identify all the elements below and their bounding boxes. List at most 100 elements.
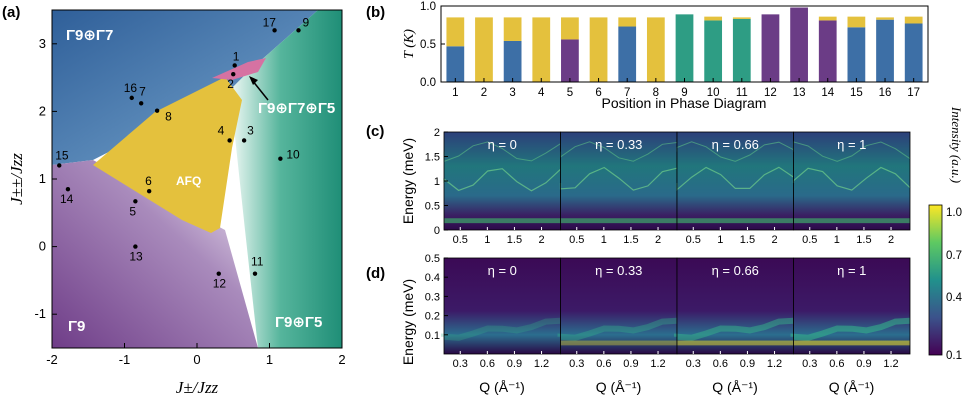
c-dispersion2-3 xyxy=(793,141,911,162)
region-arrow xyxy=(251,79,269,101)
bar-14-1 xyxy=(818,20,837,82)
b-xtick-label-9: 9 xyxy=(681,87,687,99)
b-xtick-label-12: 12 xyxy=(764,87,777,99)
heatmap-xtick-d-2-3: 1.2 xyxy=(767,358,782,370)
panel-a-xlabel: J±/Jzz xyxy=(176,378,219,397)
bar-12-1 xyxy=(761,14,780,82)
b-xtick-label-13: 13 xyxy=(793,87,806,99)
bar-1-3 xyxy=(446,17,465,47)
region-g9g7g5-fill xyxy=(230,10,342,348)
panel-b-ylabel: T (K) xyxy=(402,29,417,59)
heatmap-xtick-d-3-2: 0.9 xyxy=(856,358,871,370)
heatmap-xtick-c-2-2: 1.5 xyxy=(740,234,755,246)
phase-point-17 xyxy=(272,28,277,33)
heatmap-xtick-d-1-1: 0.6 xyxy=(596,358,611,370)
bar-9-2 xyxy=(675,14,694,82)
phase-point-label-8: 8 xyxy=(165,110,172,124)
heatmap-d-2 xyxy=(677,258,794,354)
colorbar-tick-2: 0.4 xyxy=(946,292,963,304)
heatmap-ytick-c-0: 0 xyxy=(434,225,440,237)
phase-point-label-4: 4 xyxy=(218,123,225,137)
d-band-1 xyxy=(560,340,677,346)
bar-15-3 xyxy=(847,16,866,28)
heatmap-xtick-d-1-2: 0.9 xyxy=(623,358,638,370)
phase-point-label-11: 11 xyxy=(251,255,264,269)
c-dispersion-1 xyxy=(559,166,678,191)
phase-point-label-13: 13 xyxy=(129,250,143,264)
bar-11-3 xyxy=(732,17,751,19)
b-xtick-label-16: 16 xyxy=(879,87,892,99)
heatmap-title-c-0: η = 0 xyxy=(488,137,517,152)
phase-point-3 xyxy=(241,138,247,143)
bar-8-3 xyxy=(646,17,665,82)
panel-d-heatmaps: (d) η = 0 η = 0.33 η = 0.66 η = 1 0.3 0.6 0.9… xyxy=(366,253,911,395)
a-xtick-label-2: 0 xyxy=(193,352,200,367)
bar-17-3 xyxy=(904,16,923,24)
b-xtick-label-8: 8 xyxy=(653,87,659,99)
heatmap-title-c-2: η = 0.66 xyxy=(712,137,759,152)
heatmap-xtick-c-0-0: 0.5 xyxy=(453,234,468,246)
a-xtick-label-1: -1 xyxy=(119,352,131,367)
phase-point-6 xyxy=(146,188,152,194)
region-label-g9g7: Γ9⊕Γ7 xyxy=(66,27,113,44)
phase-point-label-17: 17 xyxy=(263,15,277,29)
bar-14-3 xyxy=(818,16,837,21)
bar-7-3 xyxy=(618,17,637,27)
b-xtick-label-2: 2 xyxy=(481,87,487,99)
phase-point-label-5: 5 xyxy=(129,204,136,218)
region-g9g7-fill xyxy=(52,10,318,165)
b-xtick-label-14: 14 xyxy=(821,87,834,99)
heatmap-ytick-c-3: 1.5 xyxy=(425,152,440,164)
panel-b-bars xyxy=(446,7,923,83)
bar-5-3 xyxy=(561,17,579,40)
phase-point-4 xyxy=(227,138,232,143)
colorbar-gradient xyxy=(928,204,943,356)
heatmap-xtick-d-0-1: 0.6 xyxy=(480,358,495,370)
b-xtick-label-5: 5 xyxy=(567,87,573,99)
phase-point-label-7: 7 xyxy=(139,84,146,98)
b-xtick-label-11: 11 xyxy=(736,87,748,99)
bar-4-3 xyxy=(532,17,551,82)
region-label-g9: Γ9 xyxy=(68,318,85,335)
heatmap-title-d-3: η = 1 xyxy=(837,263,866,278)
region-label-afq: AFQ xyxy=(176,174,201,188)
heatmap-xtick-d-3-0: 0.3 xyxy=(802,358,817,370)
phase-point-5 xyxy=(133,199,138,204)
a-ytick-label-3: 2 xyxy=(39,103,46,118)
c-band-0 xyxy=(444,218,561,224)
d-dispersion-1 xyxy=(557,317,678,341)
panel-label-c: (c) xyxy=(366,123,384,140)
b-xtick-label-10: 10 xyxy=(707,87,720,99)
heatmap-ytick-d-3: 0.4 xyxy=(425,272,440,284)
b-ytick-label-2: 1.0 xyxy=(420,1,436,13)
heatmap-xtick-c-0-1: 1 xyxy=(484,234,490,246)
bar-7-0 xyxy=(618,26,637,82)
heatmap-xtick-d-1-3: 1.2 xyxy=(650,358,665,370)
heatmap-ytick-d-0: 0.1 xyxy=(425,330,440,342)
phase-point-8 xyxy=(154,108,160,113)
bar-16-3 xyxy=(876,17,894,20)
d-band-2 xyxy=(677,340,794,346)
phase-point-label-12: 12 xyxy=(213,277,227,291)
c-band-3 xyxy=(793,218,910,224)
region-label-g9g7g5: Γ9⊕Γ7⊕Γ5 xyxy=(258,100,335,117)
a-xtick-label-4: 2 xyxy=(338,352,345,367)
d-dispersion-3 xyxy=(790,317,911,341)
c-dispersion-0 xyxy=(443,168,561,192)
heatmap-frame-d-3 xyxy=(793,257,911,355)
heatmap-ytick-c-1: 0.5 xyxy=(425,201,440,213)
a-ytick-label-4: 3 xyxy=(39,36,46,51)
bar-3-0 xyxy=(503,40,522,82)
b-xtick-label-4: 4 xyxy=(538,87,545,99)
panel-b-axes: 1 2 3 4 5 6 7 8 9 10 11 12 13 14 15 16 170.00.51.0 xyxy=(420,1,920,99)
heatmap-xtick-c-3-0: 0.5 xyxy=(802,234,817,246)
c-band-1 xyxy=(560,218,677,224)
heatmap-xtick-d-0-3: 1.2 xyxy=(534,358,549,370)
phase-point-label-10: 10 xyxy=(286,148,300,162)
heatmap-xtick-c-1-1: 1 xyxy=(601,234,607,246)
phase-point-label-1: 1 xyxy=(233,49,240,63)
colorbar-tick-3: 0.1 xyxy=(946,350,962,362)
a-ytick-label-0: -1 xyxy=(34,306,46,321)
